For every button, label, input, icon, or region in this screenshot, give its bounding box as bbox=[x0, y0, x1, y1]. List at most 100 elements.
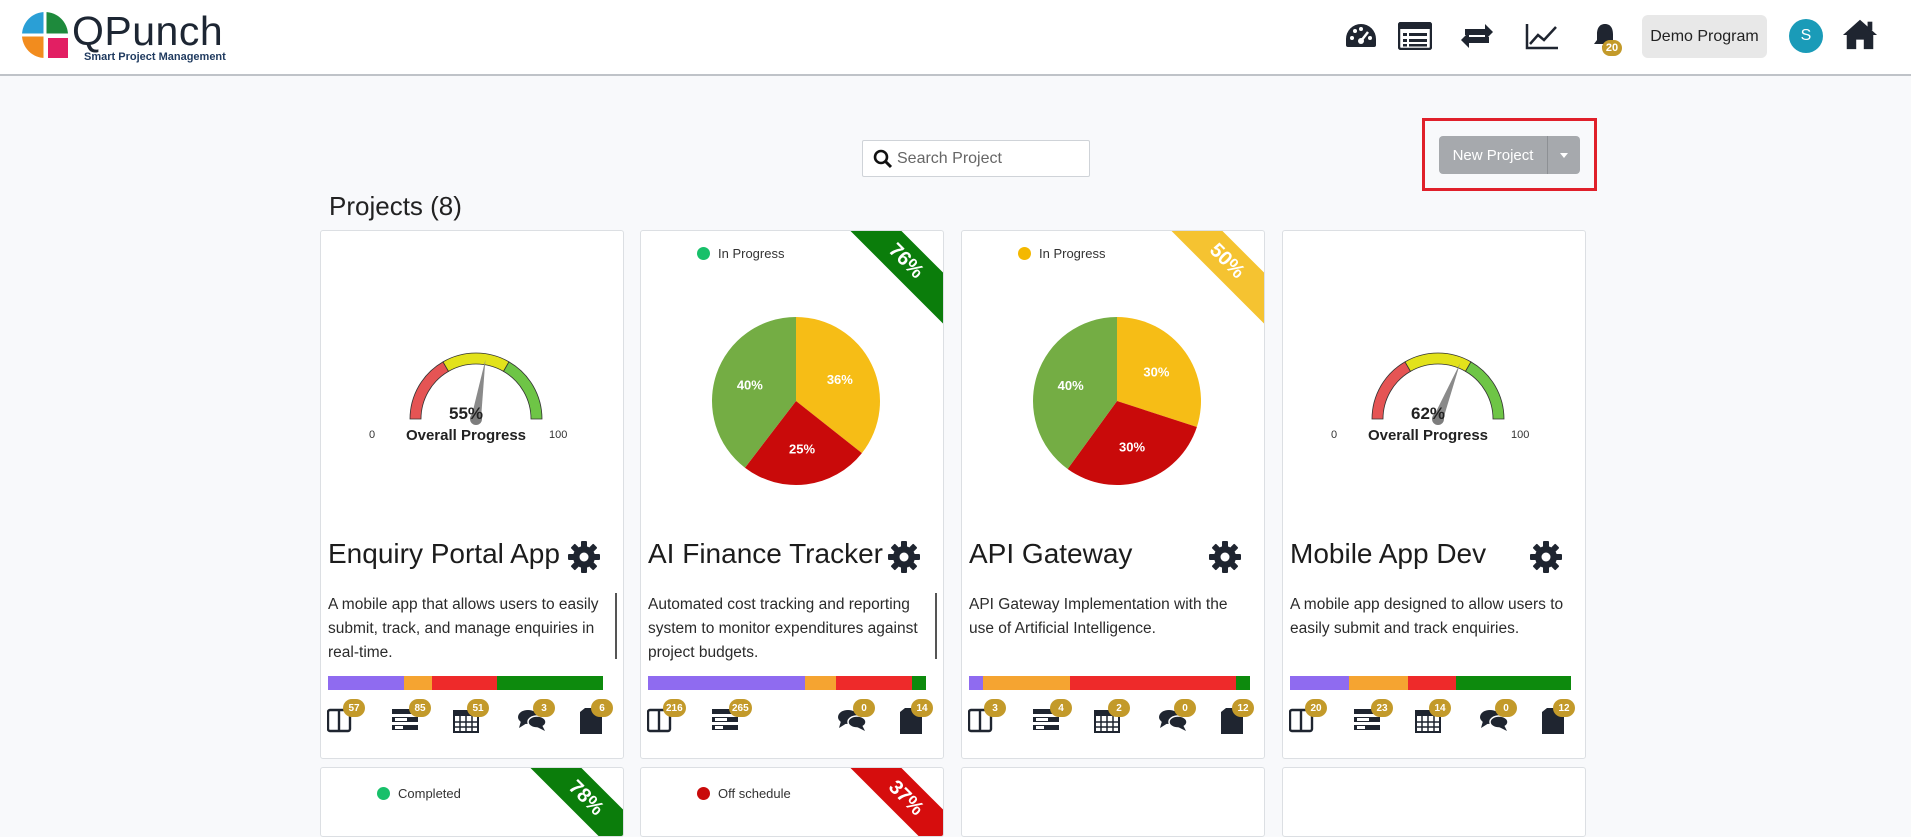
project-card[interactable]: 0 100 55% Overall Progress Enquiry Portal Ap… bbox=[320, 230, 624, 759]
documents-link[interactable]: 12 bbox=[1541, 699, 1585, 743]
tasks-link[interactable]: 4 bbox=[1032, 699, 1076, 743]
app-logo[interactable]: QPunch Smart Project Management bbox=[20, 8, 240, 68]
pie-slice bbox=[1067, 401, 1197, 485]
tasks-link[interactable]: 23 bbox=[1353, 699, 1397, 743]
user-avatar[interactable]: S bbox=[1789, 19, 1823, 53]
requirements-link[interactable]: 216 bbox=[647, 699, 691, 743]
discussions-link[interactable]: 0 bbox=[837, 699, 881, 743]
gauge-band bbox=[442, 352, 510, 372]
gauge-band bbox=[502, 361, 543, 420]
new-project-button[interactable]: New Project bbox=[1452, 146, 1534, 164]
documents-link[interactable]: 12 bbox=[1220, 699, 1264, 743]
progress-segment bbox=[403, 676, 432, 690]
gear-icon[interactable] bbox=[1530, 541, 1564, 575]
list-icon[interactable] bbox=[1397, 18, 1433, 54]
documents-count-badge: 14 bbox=[911, 699, 933, 717]
dashboard-icon[interactable] bbox=[1343, 18, 1379, 54]
project-name[interactable]: Enquiry Portal App bbox=[328, 538, 560, 569]
discussions-link[interactable]: 0 bbox=[1479, 699, 1523, 743]
pie-slice-label: 40% bbox=[1058, 378, 1084, 393]
gauge-band bbox=[1464, 361, 1505, 420]
pie-slice-label: 25% bbox=[789, 441, 815, 456]
status-dot bbox=[697, 787, 710, 800]
milestones-count-badge: 2 bbox=[1108, 699, 1130, 717]
documents-count-badge: 12 bbox=[1553, 699, 1575, 717]
milestones-link[interactable]: 2 bbox=[1094, 699, 1138, 743]
status-indicator: In Progress bbox=[1018, 246, 1105, 261]
project-name[interactable]: Mobile App Dev bbox=[1290, 538, 1487, 569]
discussions-count-badge: 0 bbox=[1495, 699, 1517, 717]
status-label: In Progress bbox=[718, 246, 785, 261]
project-name[interactable]: API Gateway bbox=[969, 538, 1133, 569]
status-indicator: Completed bbox=[377, 786, 461, 801]
documents-link[interactable]: 14 bbox=[899, 699, 943, 743]
gear-icon[interactable] bbox=[1209, 541, 1243, 575]
project-card[interactable]: In Progress 76% 36% 25% 40% AI Finance Tracke… bbox=[640, 230, 944, 759]
sync-icon[interactable] bbox=[1459, 18, 1495, 54]
progress-segment bbox=[912, 676, 927, 690]
pie-slice bbox=[1117, 317, 1201, 427]
discussions-link[interactable]: 0 bbox=[1158, 699, 1202, 743]
discussions-count-badge: 0 bbox=[853, 699, 875, 717]
pie-slice-label: 36% bbox=[827, 372, 853, 387]
gauge-min-label: 0 bbox=[1331, 429, 1338, 441]
tasks-link[interactable]: 85 bbox=[391, 699, 435, 743]
project-card[interactable]: Completed 78% bbox=[320, 767, 624, 837]
progress-ribbon: 37% bbox=[837, 768, 943, 836]
project-card[interactable]: Off schedule 37% bbox=[640, 767, 944, 837]
new-project-dropdown-toggle[interactable] bbox=[1547, 136, 1580, 174]
project-card[interactable] bbox=[1282, 767, 1586, 837]
pie-slice bbox=[744, 401, 862, 485]
status-progress-bar bbox=[1290, 676, 1571, 690]
gear-icon[interactable] bbox=[568, 541, 602, 575]
milestones-link[interactable]: 14 bbox=[1415, 699, 1459, 743]
requirements-count-badge: 216 bbox=[663, 699, 686, 717]
progress-gauge: 0 100 bbox=[361, 301, 591, 451]
status-progress-bar bbox=[648, 676, 929, 690]
gauge-max-label: 100 bbox=[1511, 429, 1530, 441]
pie-slice bbox=[796, 317, 880, 454]
logo-mark-icon bbox=[20, 10, 70, 60]
project-card[interactable]: 0 100 62% Overall Progress Mobile App Dev A m… bbox=[1282, 230, 1586, 759]
gauge-caption: Overall Progress bbox=[405, 427, 527, 444]
notification-badge: 20 bbox=[1602, 40, 1622, 56]
requirements-link[interactable]: 57 bbox=[327, 699, 371, 743]
progress-segment bbox=[805, 676, 837, 690]
home-icon[interactable] bbox=[1842, 16, 1878, 52]
status-dot bbox=[377, 787, 390, 800]
discussions-count-badge: 3 bbox=[533, 699, 555, 717]
milestones-count-badge: 14 bbox=[1429, 699, 1451, 717]
projects-heading: Projects (8) bbox=[329, 191, 462, 221]
project-name[interactable]: AI Finance Tracker bbox=[648, 538, 883, 569]
project-card[interactable] bbox=[961, 767, 1265, 837]
logo-text: QPunch bbox=[72, 8, 224, 54]
gauge-band bbox=[1404, 352, 1472, 372]
discussions-link[interactable]: 3 bbox=[517, 699, 561, 743]
requirements-link[interactable]: 3 bbox=[968, 699, 1012, 743]
status-dot bbox=[697, 247, 710, 260]
progress-ribbon: 78% bbox=[517, 768, 623, 836]
progress-segment bbox=[983, 676, 1071, 690]
gauge-needle bbox=[471, 359, 486, 420]
program-selector-button[interactable]: Demo Program bbox=[1642, 15, 1767, 58]
highlight-frame bbox=[1422, 118, 1597, 191]
project-description: Automated cost tracking and reporting sy… bbox=[648, 596, 918, 661]
chart-line-icon[interactable] bbox=[1524, 18, 1560, 54]
gear-icon[interactable] bbox=[888, 541, 922, 575]
requirements-count-badge: 57 bbox=[343, 699, 365, 717]
description-scrollbar[interactable] bbox=[615, 593, 617, 659]
description-scrollbar[interactable] bbox=[935, 593, 937, 659]
search-input[interactable] bbox=[897, 144, 1083, 174]
progress-segment bbox=[648, 676, 806, 690]
documents-link[interactable]: 6 bbox=[579, 699, 623, 743]
tasks-link[interactable]: 265 bbox=[711, 699, 755, 743]
progress-segment bbox=[1235, 676, 1250, 690]
top-navbar: QPunch Smart Project Management 20 Demo … bbox=[0, 0, 1911, 76]
gauge-hub bbox=[1432, 413, 1444, 425]
requirements-link[interactable]: 20 bbox=[1289, 699, 1333, 743]
milestones-link[interactable]: 51 bbox=[453, 699, 497, 743]
status-label: Off schedule bbox=[718, 786, 791, 801]
project-description: A mobile app designed to allow users to … bbox=[1290, 596, 1564, 637]
project-card[interactable]: In Progress 50% 30% 30% 40% API Gateway API Ga… bbox=[961, 230, 1265, 759]
progress-ribbon-label: 37% bbox=[840, 768, 943, 836]
